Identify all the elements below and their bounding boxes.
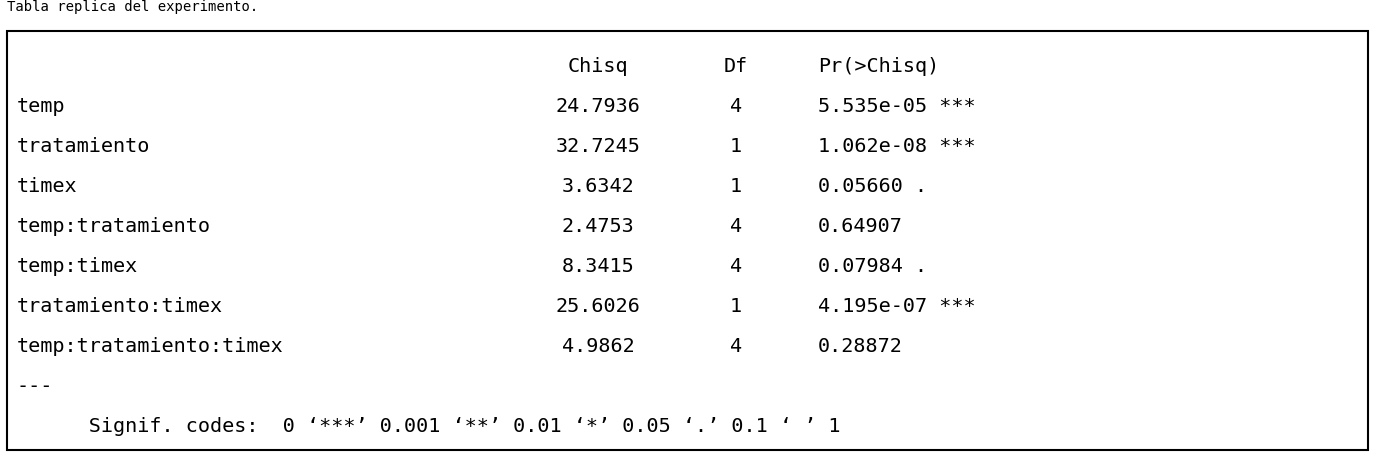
Text: 1.062e-08 ***: 1.062e-08 *** [818, 137, 976, 156]
Text: 4.9862: 4.9862 [562, 336, 634, 356]
Text: 0.28872: 0.28872 [818, 336, 903, 356]
Text: timex: timex [16, 177, 77, 196]
Text: temp:tratamiento:timex: temp:tratamiento:timex [16, 336, 283, 356]
Text: temp:tratamiento: temp:tratamiento [16, 217, 210, 236]
Text: 0.07984 .: 0.07984 . [818, 257, 927, 276]
Text: 4: 4 [730, 97, 741, 116]
Text: 2.4753: 2.4753 [562, 217, 634, 236]
Text: 25.6026: 25.6026 [556, 297, 641, 316]
Text: 4: 4 [730, 217, 741, 236]
Text: 0.64907: 0.64907 [818, 217, 903, 236]
Text: 1: 1 [730, 177, 741, 196]
Text: ---: --- [16, 376, 52, 396]
Text: 4.195e-07 ***: 4.195e-07 *** [818, 297, 976, 316]
Text: Pr(>Chisq): Pr(>Chisq) [818, 57, 939, 76]
Text: 32.7245: 32.7245 [556, 137, 641, 156]
Text: Chisq: Chisq [568, 57, 628, 76]
Text: Signif. codes:  0 ‘***’ 0.001 ‘**’ 0.01 ‘*’ 0.05 ‘.’ 0.1 ‘ ’ 1: Signif. codes: 0 ‘***’ 0.001 ‘**’ 0.01 ‘… [16, 416, 842, 436]
Text: tratamiento:timex: tratamiento:timex [16, 297, 223, 316]
Text: temp: temp [16, 97, 65, 116]
Text: 8.3415: 8.3415 [562, 257, 634, 276]
Text: temp:timex: temp:timex [16, 257, 138, 276]
Text: tratamiento: tratamiento [16, 137, 150, 156]
Text: 24.7936: 24.7936 [556, 97, 641, 116]
Text: Tabla replica del experimento.: Tabla replica del experimento. [7, 0, 258, 14]
Text: 3.6342: 3.6342 [562, 177, 634, 196]
Text: 5.535e-05 ***: 5.535e-05 *** [818, 97, 976, 116]
Text: 0.05660 .: 0.05660 . [818, 177, 927, 196]
Text: 1: 1 [730, 297, 741, 316]
Text: Df: Df [723, 57, 748, 76]
FancyBboxPatch shape [7, 32, 1368, 450]
Text: 1: 1 [730, 137, 741, 156]
Text: 4: 4 [730, 336, 741, 356]
Text: 4: 4 [730, 257, 741, 276]
